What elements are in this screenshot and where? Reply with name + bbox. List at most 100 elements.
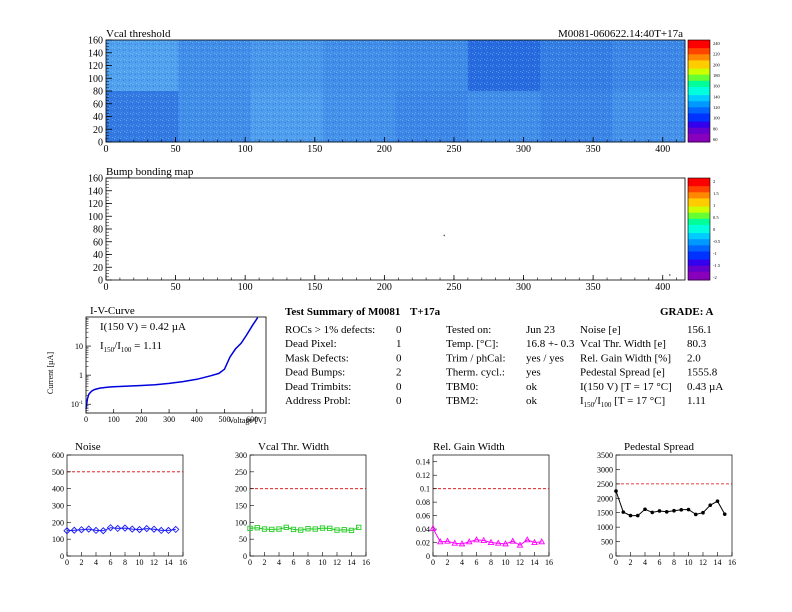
iv-x-tick-label: 300 (163, 415, 175, 424)
plot-title: Pedestal Spread (624, 441, 694, 453)
data-point (531, 538, 538, 545)
palette-band (688, 206, 710, 210)
data-point (679, 508, 684, 512)
palette-band (688, 56, 710, 59)
palette-band (688, 127, 710, 131)
iv-title: I-V-Curve (90, 305, 135, 317)
data-point (150, 525, 158, 533)
palette-band (688, 44, 710, 47)
palette-band (688, 186, 710, 189)
palette-band (688, 58, 710, 61)
palette-band (688, 182, 710, 185)
y-tick-label: 120 (88, 61, 103, 72)
data-point (664, 510, 669, 514)
summary-right-value: 0.43 µA (687, 381, 723, 393)
palette-band (688, 239, 710, 242)
data-point (494, 539, 502, 546)
bump-bonding-map: Bump bonding map 0 50 100 150 200 250 300 350 40… (88, 166, 721, 293)
vcal-color-palette: 60 80 100 120 140 160 180 200 220 240 (687, 39, 721, 143)
pixel-noise-overlay (106, 40, 685, 142)
y-tick-label: 40 (93, 250, 103, 261)
bump-color-palette: -2 -1.5 -1 -0.5 0 0.5 1 1.5 2 (687, 177, 721, 281)
y-tick-label: 80 (93, 87, 103, 98)
data-point (290, 526, 297, 533)
x-tick-label: 4 (643, 558, 647, 567)
x-tick-label: 250 (446, 282, 461, 293)
palette-frame (687, 39, 711, 143)
plot-title: Vcal Thr. Width (258, 441, 329, 453)
palette-band (688, 133, 710, 137)
summary-left-label: Mask Defects: (285, 352, 349, 364)
palette-band (688, 220, 710, 224)
data-point (715, 499, 720, 503)
palette-label: 120 (713, 105, 721, 110)
palette-band (688, 50, 710, 53)
summary-left-value: 0 (396, 395, 402, 407)
palette-band (688, 111, 710, 114)
plot-title: Noise (75, 441, 101, 453)
x-tick-label: 150 (307, 282, 322, 293)
plot-frame (615, 454, 733, 557)
y-tick-label: 0 (98, 276, 103, 287)
data-point (436, 538, 444, 545)
summary-right-label: I(150 V) [T = 17 °C] (580, 381, 672, 393)
summary-middle-label: Temp. [°C]: (446, 338, 499, 350)
bump-map-frame (105, 177, 686, 281)
palette-band (688, 222, 710, 226)
x-tick-label: 300 (516, 144, 531, 155)
palette-band (688, 103, 710, 106)
y-tick-label: 1000 (597, 523, 613, 532)
palette-band (688, 247, 710, 250)
y-tick-label: 3500 (597, 451, 613, 460)
x-tick-label: 14 (531, 558, 539, 567)
summary-middle-value: yes / yes (526, 352, 564, 364)
x-tick-label: 250 (446, 144, 461, 155)
vcal-map-title: Vcal threshold (106, 28, 171, 40)
data-point (92, 526, 100, 535)
data-point (172, 525, 180, 534)
summary-right-label: Vcal Thr. Width [e] (580, 338, 666, 350)
series-line (615, 490, 726, 517)
palette-label: 60 (713, 137, 718, 142)
series-line (66, 527, 176, 532)
x-tick-label: 4 (460, 558, 464, 567)
y-tick-label: 1500 (597, 509, 613, 518)
data-point (693, 512, 698, 517)
palette-band (688, 178, 710, 181)
y-tick-label: 100 (88, 74, 103, 85)
data-point (502, 540, 509, 547)
palette-band (688, 107, 710, 110)
palette-band (688, 214, 710, 218)
dead-bump-pixel (669, 274, 671, 276)
data-point (473, 536, 480, 543)
x-tick-label: 100 (238, 282, 253, 293)
palette-band (688, 192, 710, 195)
summary-left-label: Dead Pixel: (285, 338, 337, 350)
data-point (538, 538, 546, 545)
palette-band (688, 255, 710, 259)
palette-label: -1 (713, 251, 717, 256)
palette-band (688, 269, 710, 273)
summary-left-label: Dead Trimbits: (285, 381, 351, 393)
palette-label: 2 (713, 179, 715, 184)
x-tick-label: 4 (277, 558, 281, 567)
summary-left-value: 1 (396, 338, 402, 350)
iv-xlabel: Voltage [V] (229, 416, 267, 425)
data-point (276, 526, 282, 532)
palette-band (688, 135, 710, 139)
palette-label: -0.5 (713, 239, 721, 244)
y-tick-label: 160 (88, 174, 103, 185)
palette-band (688, 208, 710, 212)
data-point (722, 512, 727, 516)
data-point (157, 526, 165, 535)
x-tick-label: 0 (104, 282, 109, 293)
iv-annotation-ratio: I150/I100 = 1.11 (100, 340, 162, 354)
data-point (516, 541, 524, 548)
y-tick-label: 0 (60, 552, 64, 561)
summary-right-value: 80.3 (687, 338, 707, 350)
summary-middle-label: Tested on: (446, 324, 491, 336)
data-point (672, 508, 676, 513)
data-point (283, 524, 289, 531)
x-tick-label: 12 (150, 558, 158, 567)
summary-left-value: 0 (396, 324, 402, 336)
